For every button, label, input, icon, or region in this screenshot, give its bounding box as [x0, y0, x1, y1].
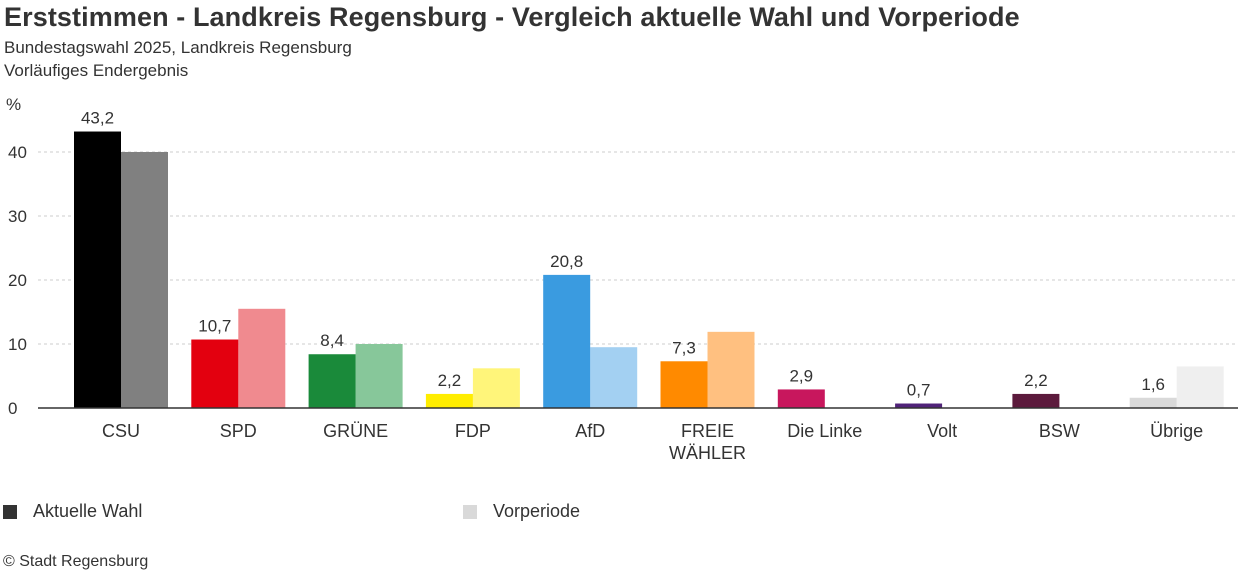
y-tick-label-30: 30	[8, 207, 27, 226]
data-label-volt: 0,7	[907, 381, 931, 400]
x-tick-label-übrige: Übrige	[1150, 421, 1203, 441]
legend-previous-label: Vorperiode	[493, 501, 581, 521]
data-label-übrige: 1,6	[1141, 375, 1165, 394]
x-tick-label-bsw: BSW	[1039, 421, 1080, 441]
source-credit: © Stadt Regensburg	[3, 553, 149, 570]
x-tick-label-fdp: FDP	[455, 421, 491, 441]
legend-previous-swatch	[463, 504, 477, 519]
data-label-freie-wähler: 7,3	[672, 338, 696, 357]
data-label-die-linke: 2,9	[789, 366, 813, 385]
y-tick-label-40: 40	[8, 143, 27, 162]
chart-subtitle: Bundestagswahl 2025, Landkreis Regensbur…	[4, 38, 352, 57]
chart-status: Vorläufiges Endergebnis	[4, 61, 189, 80]
data-label-spd: 10,7	[198, 317, 231, 336]
bar-current-grüne	[308, 354, 356, 408]
bar-previous-csu	[121, 152, 168, 408]
bar-previous-grüne	[355, 344, 403, 408]
y-tick-label-10: 10	[8, 335, 27, 354]
data-label-fdp: 2,2	[438, 371, 462, 390]
chart-title: Erststimmen - Landkreis Regensburg - Ver…	[4, 2, 1020, 32]
data-label-afd: 20,8	[550, 252, 583, 271]
x-tick-label-csu: CSU	[102, 421, 140, 441]
data-label-grüne: 8,4	[320, 331, 344, 350]
y-tick-label-0: 0	[8, 399, 17, 418]
bar-previous-freie-wähler	[707, 331, 755, 408]
y-axis-unit-label: %	[6, 95, 21, 114]
legend-current-label: Aktuelle Wahl	[33, 501, 143, 521]
x-tick-label-afd: AfD	[575, 421, 605, 441]
bar-current-die-linke	[777, 389, 825, 408]
data-label-csu: 43,2	[81, 109, 114, 128]
legend-previous: Vorperiode	[463, 501, 580, 522]
bar-current-bsw	[1012, 393, 1060, 408]
x-tick-label-freie-wähler-line1: FREIE	[681, 421, 734, 441]
x-tick-label-grüne: GRÜNE	[323, 421, 388, 441]
bar-previous-fdp	[472, 368, 520, 408]
x-tick-label-volt: Volt	[927, 421, 957, 441]
x-tick-label-spd: SPD	[220, 421, 257, 441]
x-tick-label-die-linke: Die Linke	[787, 421, 862, 441]
bar-previous-spd	[238, 308, 286, 408]
bar-current-fdp	[425, 393, 473, 408]
bar-current-afd	[543, 274, 591, 408]
bar-current-volt	[895, 403, 943, 408]
bar-current-übrige	[1129, 397, 1177, 408]
data-label-bsw: 2,2	[1024, 371, 1048, 390]
x-tick-label-freie-wähler-line2: WÄHLER	[669, 443, 746, 463]
bar-current-csu	[74, 131, 121, 408]
bar-current-spd	[191, 339, 239, 408]
bar-previous-übrige	[1176, 366, 1224, 408]
bar-previous-afd	[590, 347, 638, 408]
bar-current-freie-wähler	[660, 361, 708, 408]
legend-current-swatch	[3, 504, 17, 519]
y-tick-label-20: 20	[8, 271, 27, 290]
legend-current: Aktuelle Wahl	[3, 501, 142, 522]
